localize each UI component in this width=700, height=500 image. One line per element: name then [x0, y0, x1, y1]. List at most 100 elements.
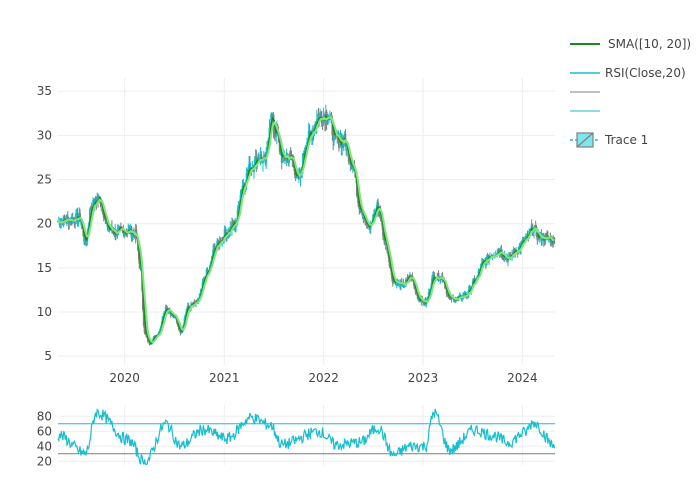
candle-body — [325, 111, 328, 121]
candle-body — [270, 114, 273, 125]
candle-body — [442, 280, 445, 282]
candle[interactable] — [107, 227, 110, 233]
candle[interactable] — [498, 247, 500, 253]
candle-body — [541, 240, 544, 242]
candle[interactable] — [193, 299, 196, 304]
candle-body — [277, 133, 280, 137]
price-x-tick-label: 2021 — [209, 371, 240, 385]
candle-body — [143, 325, 146, 333]
candle-body — [374, 210, 377, 212]
candle-body — [331, 119, 334, 136]
candle-body — [240, 190, 242, 200]
candle-body — [289, 152, 292, 155]
candle-body — [102, 213, 105, 218]
candle-body — [513, 248, 516, 252]
candle-body — [184, 314, 187, 318]
candle[interactable] — [437, 270, 440, 282]
legend-item-sma[interactable]: SMA([10, 20]) — [570, 37, 691, 51]
legend-item-trace1[interactable]: Trace 1 — [570, 132, 648, 148]
sma-fast-series[interactable] — [57, 114, 555, 344]
candle[interactable] — [224, 226, 227, 234]
candle-body — [461, 298, 464, 300]
candle-body — [268, 127, 271, 138]
candle-body — [59, 223, 62, 226]
candle-body — [89, 209, 92, 211]
candle-body — [383, 235, 386, 245]
candle-body — [372, 214, 375, 224]
candle-body — [137, 250, 140, 260]
candle[interactable] — [237, 201, 240, 211]
candle-body — [386, 250, 389, 253]
candle[interactable] — [308, 124, 311, 137]
candle-body — [431, 275, 434, 279]
candle-body — [414, 286, 417, 293]
candle-body — [203, 276, 206, 282]
price-y-axis: 5 10 15 20 25 30 35 — [37, 84, 52, 363]
legend-item-rsi[interactable]: RSI(Close,20) — [570, 66, 686, 80]
candle-body — [273, 129, 276, 131]
candle-body — [291, 158, 294, 161]
candle[interactable] — [100, 202, 103, 212]
rsi-line[interactable] — [57, 408, 556, 465]
candle-body — [295, 177, 298, 179]
candle-body — [507, 258, 509, 263]
candle-body — [144, 332, 147, 334]
candle-body — [279, 142, 281, 155]
candle-body — [532, 232, 535, 234]
candle-body — [284, 159, 287, 161]
candle[interactable] — [501, 249, 504, 260]
candle-body — [202, 281, 205, 283]
rsi-series[interactable] — [57, 408, 556, 465]
candle-body — [138, 259, 141, 269]
candle-body — [326, 120, 329, 122]
candle-body — [389, 266, 392, 269]
candle[interactable] — [541, 239, 544, 246]
candle-body — [115, 234, 118, 237]
candle-body — [432, 275, 435, 276]
candle[interactable] — [291, 157, 294, 168]
candle-body — [236, 209, 239, 220]
candle-body — [302, 153, 304, 171]
candle-body — [240, 189, 243, 191]
candle-body — [262, 158, 264, 164]
candle-body — [142, 309, 145, 326]
candle[interactable] — [260, 151, 263, 159]
candle[interactable] — [404, 277, 407, 288]
price-y-tick-label: 25 — [37, 173, 52, 187]
price-x-tick-label: 2023 — [408, 371, 439, 385]
rsi-y-tick-label: 40 — [37, 439, 52, 453]
candle[interactable] — [131, 233, 134, 242]
candle-body — [405, 279, 408, 281]
candle-body — [111, 230, 114, 232]
candle-body — [338, 142, 341, 148]
candle-body — [288, 152, 291, 160]
legend-label-rsi: RSI(Close,20) — [605, 66, 686, 80]
candle-body — [497, 250, 500, 254]
candle-body — [209, 261, 212, 266]
candle-body — [300, 169, 303, 171]
candle-body — [266, 146, 268, 153]
candle-body — [241, 185, 244, 190]
sma-fast-line[interactable] — [57, 114, 555, 344]
candle-body — [216, 240, 219, 246]
candle-body — [127, 229, 130, 232]
candle-body — [529, 230, 531, 232]
candle-body — [288, 159, 290, 163]
candle-body — [392, 281, 395, 284]
candle-body — [284, 155, 286, 160]
candle-body — [342, 137, 344, 142]
candle-body — [199, 289, 202, 294]
candle-body — [384, 241, 387, 245]
candle-body — [351, 166, 354, 169]
candle-body — [357, 198, 360, 207]
candle-body — [426, 299, 428, 302]
candle-body — [294, 175, 297, 178]
candle-body — [262, 155, 265, 159]
candle-body — [320, 114, 322, 118]
candle-body — [391, 278, 394, 284]
candle-body — [149, 344, 152, 345]
legend: SMA([10, 20]) RSI(Close,20) Trace 1 — [570, 37, 691, 148]
candle-body — [224, 229, 227, 233]
price-x-tick-label: 2022 — [308, 371, 339, 385]
